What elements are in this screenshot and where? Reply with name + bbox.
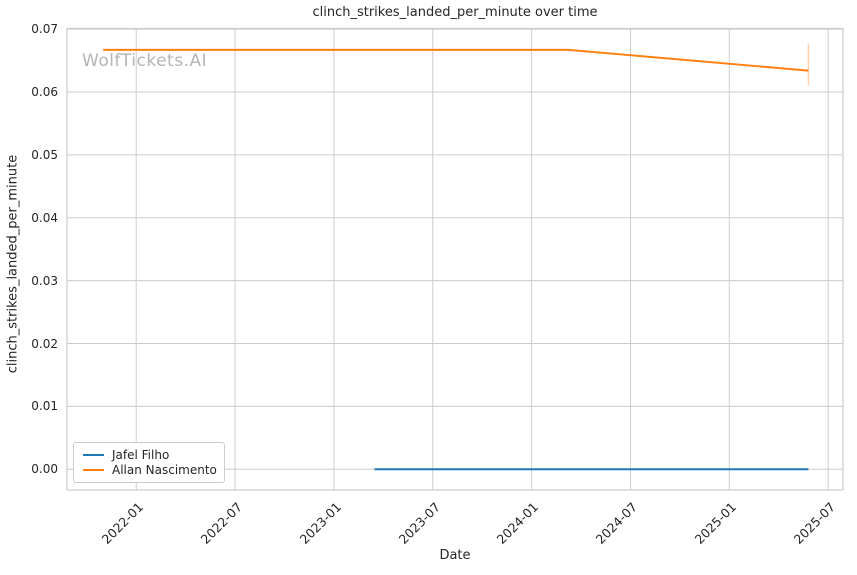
legend-label: Jafel Filho <box>112 448 170 463</box>
y-tick-label: 0.05 <box>31 147 58 162</box>
legend-item-jafel-filho: Jafel Filho <box>83 448 215 463</box>
y-tick-label: 0.06 <box>31 85 58 99</box>
plot-border <box>66 27 844 491</box>
legend-line-swatch-blue <box>83 454 104 457</box>
legend-line-swatch-orange <box>83 468 104 471</box>
legend-label: Allan Nascimento <box>112 462 217 477</box>
x-axis-label: Date <box>439 548 471 563</box>
y-tick-label: 0.02 <box>31 336 58 351</box>
series-line-1 <box>103 48 809 72</box>
y-tick-label: 0.00 <box>31 462 58 477</box>
y-tick-label: 0.04 <box>31 210 58 225</box>
y-tick-label: 0.01 <box>31 399 58 414</box>
y-tick-label: 0.07 <box>31 22 58 37</box>
y-tick-label: 0.03 <box>31 273 58 288</box>
y-axis-label: clinch_strikes_landed_per_minute <box>5 154 21 374</box>
watermark: WolfTickets.AI <box>82 51 208 71</box>
legend-item-allan-nascimento: Allan Nascimento <box>83 462 217 478</box>
chart-title: clinch_strikes_landed_per_minute over ti… <box>312 5 598 20</box>
legend: Jafel Filho Allan Nascimento <box>73 442 225 483</box>
